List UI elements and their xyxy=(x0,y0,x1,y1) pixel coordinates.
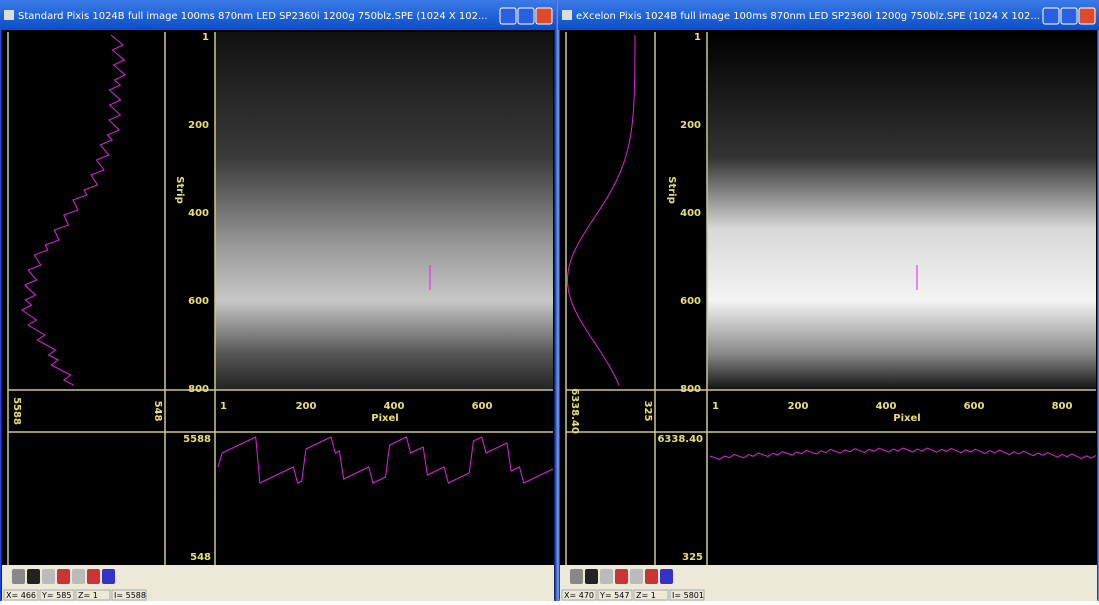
window-button[interactable] xyxy=(1043,8,1059,24)
window-button[interactable] xyxy=(1079,8,1095,24)
profile-max-label: 6338.40 xyxy=(657,434,703,445)
toolbar-button[interactable] xyxy=(600,569,613,584)
window-button[interactable] xyxy=(500,8,516,24)
x-axis-label: Pixel xyxy=(893,413,920,424)
y-tick-label: 800 xyxy=(680,384,701,395)
profile-max-label: 6338.40 xyxy=(569,388,580,434)
toolbar-button[interactable] xyxy=(42,569,55,584)
status-text: Z= 1 xyxy=(78,591,98,600)
toolbar-button[interactable] xyxy=(72,569,85,584)
profile-max-label: 5588 xyxy=(11,397,22,425)
window-button[interactable] xyxy=(536,8,552,24)
y-tick-label: 400 xyxy=(188,208,209,219)
y-axis-label: Strip xyxy=(666,176,677,204)
status-text: I= 5801 xyxy=(672,591,704,600)
window-icon xyxy=(4,10,14,20)
y-tick-label: 400 xyxy=(680,208,701,219)
x-axis-label: Pixel xyxy=(371,413,398,424)
profile-max-label: 5588 xyxy=(183,434,211,445)
y-tick-label: 1 xyxy=(694,32,701,43)
window-button[interactable] xyxy=(1061,8,1077,24)
toolbar-button[interactable] xyxy=(630,569,643,584)
y-tick-label: 800 xyxy=(188,384,209,395)
window-title: Standard Pixis 1024B full image 100ms 87… xyxy=(18,11,488,22)
image-view xyxy=(215,32,553,390)
y-tick-label: 200 xyxy=(188,120,209,131)
profile-min-label: 325 xyxy=(682,552,703,563)
x-tick-label: 600 xyxy=(964,401,985,412)
x-tick-label: 400 xyxy=(876,401,897,412)
window-button[interactable] xyxy=(518,8,534,24)
y-tick-label: 600 xyxy=(680,296,701,307)
toolbar-button[interactable] xyxy=(660,569,673,584)
y-tick-label: 600 xyxy=(188,296,209,307)
profile-min-label: 548 xyxy=(152,401,163,422)
status-text: X= 470 xyxy=(564,591,594,600)
status-text: Z= 1 xyxy=(636,591,656,600)
status-text: X= 466 xyxy=(6,591,36,600)
page: Standard Pixis 1024B full image 100ms 87… xyxy=(0,0,1099,601)
profile-min-label: 548 xyxy=(190,552,211,563)
y-tick-label: 200 xyxy=(680,120,701,131)
x-tick-label: 400 xyxy=(384,401,405,412)
screen: Standard Pixis 1024B full image 100ms 87… xyxy=(0,0,1099,601)
y-tick-label: 1 xyxy=(202,32,209,43)
toolbar-button[interactable] xyxy=(102,569,115,584)
toolbar-button[interactable] xyxy=(12,569,25,584)
toolbar-button[interactable] xyxy=(585,569,598,584)
toolbar-button[interactable] xyxy=(57,569,70,584)
status-text: I= 5588 xyxy=(114,591,146,600)
x-tick-label: 600 xyxy=(472,401,493,412)
x-tick-label: 200 xyxy=(296,401,317,412)
window-icon xyxy=(562,10,572,20)
status-text: Y= 585 xyxy=(41,591,71,600)
x-tick-label: 1 xyxy=(712,401,719,412)
toolbar-button[interactable] xyxy=(615,569,628,584)
toolbar-button[interactable] xyxy=(570,569,583,584)
toolbar-button[interactable] xyxy=(27,569,40,584)
toolbar-button[interactable] xyxy=(87,569,100,584)
y-axis-label: Strip xyxy=(174,176,185,204)
x-tick-label: 1 xyxy=(220,401,227,412)
window-title: eXcelon Pixis 1024B full image 100ms 870… xyxy=(576,11,1040,22)
profile-min-label: 325 xyxy=(642,401,653,422)
status-text: Y= 547 xyxy=(599,591,629,600)
image-view xyxy=(707,32,1096,390)
toolbar-button[interactable] xyxy=(645,569,658,584)
x-tick-label: 800 xyxy=(1052,401,1073,412)
x-tick-label: 200 xyxy=(788,401,809,412)
